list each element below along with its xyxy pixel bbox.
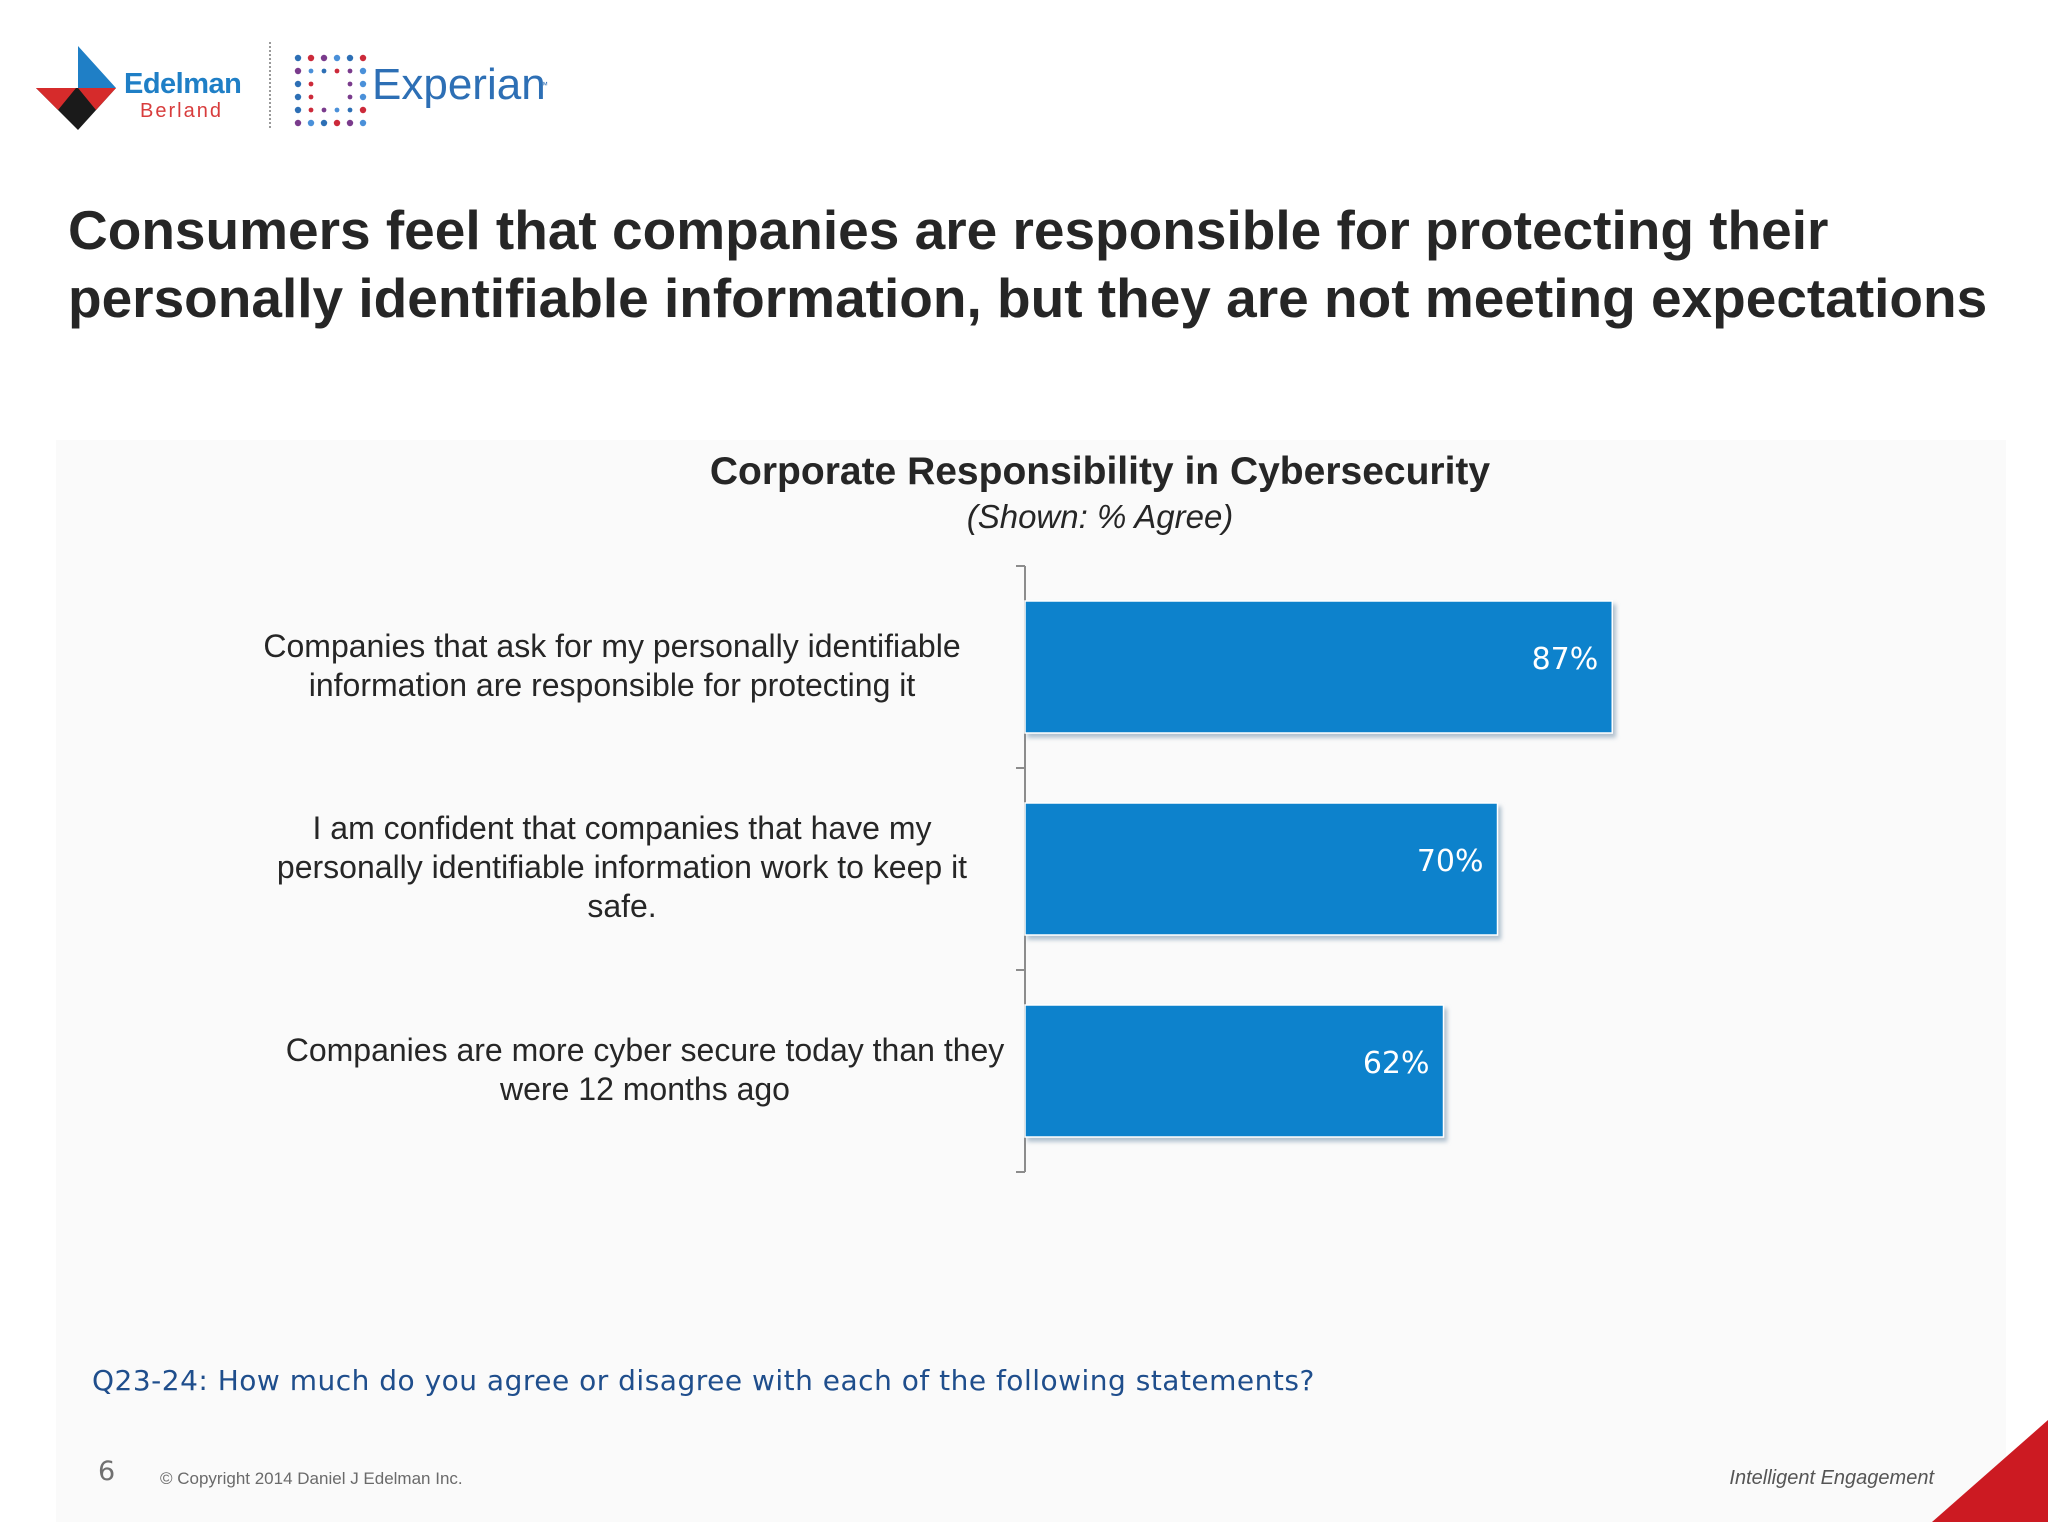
- corner-accent: [1932, 1420, 2048, 1522]
- experian-logo-dot: [347, 107, 353, 113]
- experian-logo-dot: [359, 119, 367, 127]
- experian-logo-dot: [308, 94, 314, 100]
- bar-1: [1024, 600, 1613, 734]
- experian-logo-dot: [346, 119, 354, 127]
- page-number: 6: [98, 1456, 116, 1487]
- edelman-logo-mark: [36, 46, 116, 130]
- experian-logo-dot: [320, 54, 328, 62]
- experian-logo-dot: [294, 106, 302, 114]
- experian-logo-mark: [294, 54, 367, 127]
- experian-logo-dot: [347, 94, 353, 100]
- experian-logo-dot: [308, 81, 314, 87]
- experian-logo-dot: [307, 119, 315, 127]
- bar-2: [1024, 802, 1499, 936]
- page-headline: Consumers feel that companies are respon…: [68, 199, 1988, 329]
- chart-title: Corporate Responsibility in Cybersecurit…: [709, 450, 1491, 493]
- edelman-logo-text: Edelman: [124, 68, 242, 100]
- experian-logo-dot: [334, 107, 340, 113]
- bar-3: [1024, 1004, 1445, 1138]
- experian-logo-dot: [334, 68, 340, 74]
- experian-logo-text: Experian: [372, 60, 546, 109]
- experian-logo-dot: [359, 80, 367, 88]
- copyright-notice: © Copyright 2014 Daniel J Edelman Inc.: [160, 1469, 463, 1488]
- experian-logo-dot: [294, 54, 302, 62]
- experian-logo-dot: [294, 119, 302, 127]
- experian-logo-dot: [347, 68, 353, 74]
- experian-logo-dot: [308, 107, 314, 113]
- tagline: Intelligent Engagement: [1729, 1467, 1934, 1489]
- category-label-3: Companies are more cyber secure today th…: [285, 1032, 1005, 1107]
- experian-logo-dot: [346, 54, 354, 62]
- experian-trademark: ™: [539, 80, 548, 90]
- experian-logo-dot: [359, 67, 367, 75]
- experian-logo-dot: [333, 54, 341, 62]
- data-label-3: 62%: [1363, 1046, 1430, 1081]
- category-label-1: Companies that ask for my personally ide…: [263, 628, 961, 703]
- experian-logo-dot: [359, 54, 367, 62]
- data-label-1: 87%: [1532, 642, 1599, 677]
- experian-logo-dot: [321, 68, 327, 74]
- logo-bar: Edelman Berland Experian ™: [36, 40, 596, 140]
- experian-logo-dot: [320, 119, 328, 127]
- experian-logo-dot: [321, 107, 327, 113]
- experian-logo-dot: [294, 80, 302, 88]
- experian-logo-dot: [359, 106, 367, 114]
- experian-logo-dot: [294, 67, 302, 75]
- experian-logo-dot: [359, 93, 367, 101]
- survey-question: Q23-24: How much do you agree or disagre…: [92, 1364, 1315, 1397]
- experian-logo-dot: [347, 81, 353, 87]
- data-label-2: 70%: [1417, 844, 1484, 879]
- berland-logo-text: Berland: [140, 100, 223, 122]
- experian-logo-dot: [294, 93, 302, 101]
- chart-subtitle: (Shown: % Agree): [966, 498, 1234, 535]
- experian-logo-dot: [333, 119, 341, 127]
- experian-logo-dot: [308, 68, 314, 74]
- category-label-2: I am confident that companies that have …: [276, 810, 968, 924]
- logo-divider: [269, 42, 271, 128]
- experian-logo-dot: [307, 54, 315, 62]
